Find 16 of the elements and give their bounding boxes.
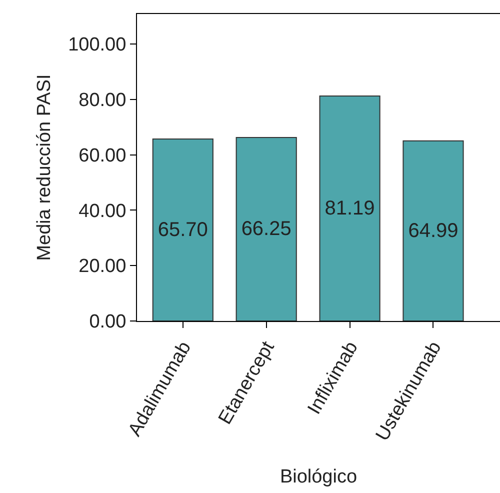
y-tick-label: 60.00 [78,145,126,166]
bar [152,138,214,321]
x-axis-title: Biológico [280,466,358,488]
bar [319,96,380,321]
y-tick-label: 40.00 [78,200,126,222]
bar [236,136,297,321]
y-tick-label: 80.00 [78,90,126,111]
data-label: 65.70 [158,218,208,241]
data-label: 64.99 [408,220,458,242]
data-label: 66.25 [241,218,292,240]
y-tick-label: 100.00 [68,34,126,56]
bar [402,140,464,321]
y-axis-title: Media reducción PASI [34,74,55,261]
y-tick-label: 20.00 [78,256,126,278]
data-label: 81.19 [324,198,375,220]
y-tick-label: 0.00 [89,312,126,333]
